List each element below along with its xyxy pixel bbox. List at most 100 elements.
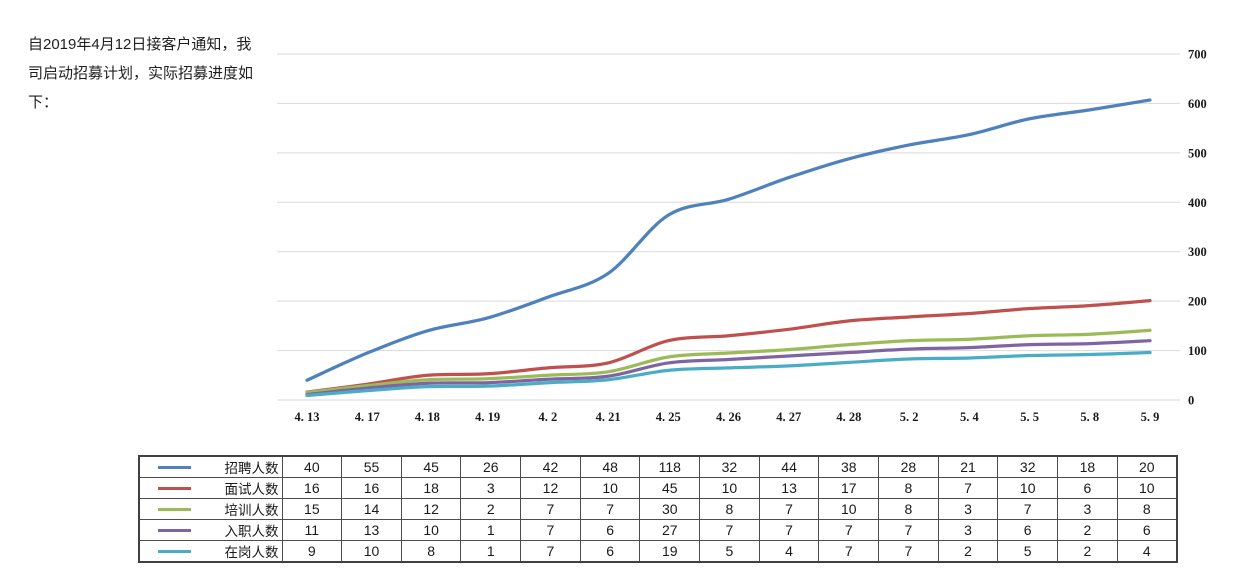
value-cell: 28 — [878, 455, 939, 478]
value-cell: 18 — [400, 477, 462, 499]
value-cell: 1 — [460, 540, 522, 563]
x-axis-tick-label: 4. 13 — [295, 410, 320, 424]
x-axis-tick-label: 4. 18 — [415, 410, 440, 424]
series-line-interview — [305, 299, 1152, 394]
legend-line-swatch-hired — [158, 528, 191, 532]
x-axis-tick-label: 4. 25 — [656, 410, 681, 424]
x-axis-tick-label: 4. 2 — [538, 410, 557, 424]
x-axis-tick-label: 4. 19 — [475, 410, 500, 424]
table-row-onduty: 在岗人数 9 10 8 1 7 6 19 5 4 7 7 2 5 2 4 — [138, 540, 1178, 563]
value-cell: 10 — [579, 477, 641, 499]
table-row-interview: 面试人数 16 16 18 3 12 10 45 10 13 17 8 7 10 6 10 — [138, 477, 1178, 499]
value-cell: 7 — [818, 519, 880, 541]
intro-line-2: 司启动招募计划，实际招募进度如 — [28, 65, 254, 82]
x-axis-tick-label: 4. 27 — [776, 410, 801, 424]
series-label-cell: 入职人数 — [138, 519, 283, 541]
value-cell: 8 — [1116, 498, 1178, 520]
value-cell: 10 — [341, 540, 402, 563]
value-cell: 2 — [937, 540, 999, 563]
y-axis-tick-label: 700 — [1188, 48, 1207, 62]
value-cell: 10 — [699, 477, 760, 499]
data-table: 招聘人数 40 55 45 26 42 48 118 32 44 38 28 21 32 18 20 面试人数 1… — [138, 455, 1178, 563]
value-cell: 7 — [520, 498, 581, 520]
value-cell: 27 — [639, 519, 701, 541]
y-axis-tick-label: 300 — [1188, 245, 1207, 259]
value-cell: 12 — [400, 498, 462, 520]
x-axis-tick-label: 4. 17 — [355, 410, 380, 424]
value-cell: 13 — [341, 519, 402, 541]
x-axis-tick-label: 5. 2 — [900, 410, 919, 424]
value-cell: 5 — [997, 540, 1059, 563]
table-row-training: 培训人数 15 14 12 2 7 7 30 8 7 10 8 3 7 3 8 — [138, 498, 1178, 520]
recruitment-progress-chart: 0 100 200 300 400 500 600 700 4. 13 4. 17 4. 18 4. … — [277, 48, 1207, 424]
series-line-training — [305, 328, 1152, 395]
value-cell: 7 — [878, 540, 939, 563]
y-axis-tick-label: 600 — [1188, 97, 1207, 111]
x-axis-tick-label: 5. 5 — [1020, 410, 1039, 424]
value-cell: 3 — [937, 498, 999, 520]
value-cell: 45 — [639, 477, 701, 499]
value-cell: 2 — [460, 498, 522, 520]
value-cell: 8 — [400, 540, 462, 563]
value-cell: 10 — [818, 498, 880, 520]
y-axis-tick-label: 0 — [1188, 394, 1194, 408]
series-line-recruit — [305, 98, 1152, 382]
table-row-hired: 入职人数 11 13 10 1 7 6 27 7 7 7 7 3 6 2 6 — [138, 519, 1178, 541]
value-cell: 44 — [758, 455, 820, 478]
intro-line-1: 自2019年4月12日接客户通知，我 — [28, 36, 252, 53]
value-cell: 3 — [1057, 498, 1118, 520]
value-cell: 42 — [520, 455, 581, 478]
y-axis-tick-label: 400 — [1188, 196, 1207, 210]
value-cell: 16 — [281, 477, 343, 499]
series-label-cell: 培训人数 — [138, 498, 283, 520]
value-cell: 16 — [341, 477, 402, 499]
value-cell: 32 — [699, 455, 760, 478]
series-name-label: 入职人数 — [224, 524, 279, 539]
value-cell: 6 — [997, 519, 1059, 541]
value-cell: 8 — [878, 477, 939, 499]
legend-line-swatch-interview — [158, 486, 191, 490]
value-cell: 15 — [281, 498, 343, 520]
value-cell: 10 — [1116, 477, 1178, 499]
value-cell: 7 — [699, 519, 760, 541]
value-cell: 55 — [341, 455, 402, 478]
value-cell: 11 — [281, 519, 343, 541]
value-cell: 7 — [579, 498, 641, 520]
value-cell: 7 — [758, 498, 820, 520]
value-cell: 14 — [341, 498, 402, 520]
value-cell: 20 — [1116, 455, 1178, 478]
value-cell: 7 — [520, 540, 581, 563]
series-line-onduty — [305, 350, 1152, 398]
value-cell: 2 — [1057, 519, 1118, 541]
value-cell: 38 — [818, 455, 880, 478]
value-cell: 19 — [639, 540, 701, 563]
series-name-label: 在岗人数 — [224, 545, 279, 560]
value-cell: 13 — [758, 477, 820, 499]
legend-line-swatch-recruit — [158, 465, 191, 469]
value-cell: 48 — [579, 455, 641, 478]
series-label-cell: 招聘人数 — [138, 455, 283, 478]
series-label-cell: 面试人数 — [138, 477, 283, 499]
x-axis-tick-label: 5. 9 — [1141, 410, 1160, 424]
legend-line-swatch-onduty — [158, 549, 191, 553]
value-cell: 10 — [997, 477, 1059, 499]
value-cell: 26 — [460, 455, 522, 478]
x-axis-tick-label: 5. 4 — [960, 410, 980, 424]
value-cell: 8 — [699, 498, 760, 520]
value-cell: 3 — [937, 519, 999, 541]
value-cell: 4 — [758, 540, 820, 563]
table-row-recruit: 招聘人数 40 55 45 26 42 48 118 32 44 38 28 21 32 18 20 — [138, 455, 1178, 478]
value-cell: 18 — [1057, 455, 1118, 478]
value-cell: 12 — [520, 477, 581, 499]
value-cell: 3 — [460, 477, 522, 499]
intro-line-3: 下： — [28, 94, 59, 111]
series-name-label: 面试人数 — [224, 482, 279, 497]
series-line-hired — [305, 339, 1152, 397]
value-cell: 7 — [758, 519, 820, 541]
value-cell: 10 — [400, 519, 462, 541]
value-cell: 9 — [281, 540, 343, 563]
value-cell: 45 — [400, 455, 462, 478]
series-label-cell: 在岗人数 — [138, 540, 283, 563]
value-cell: 8 — [878, 498, 939, 520]
